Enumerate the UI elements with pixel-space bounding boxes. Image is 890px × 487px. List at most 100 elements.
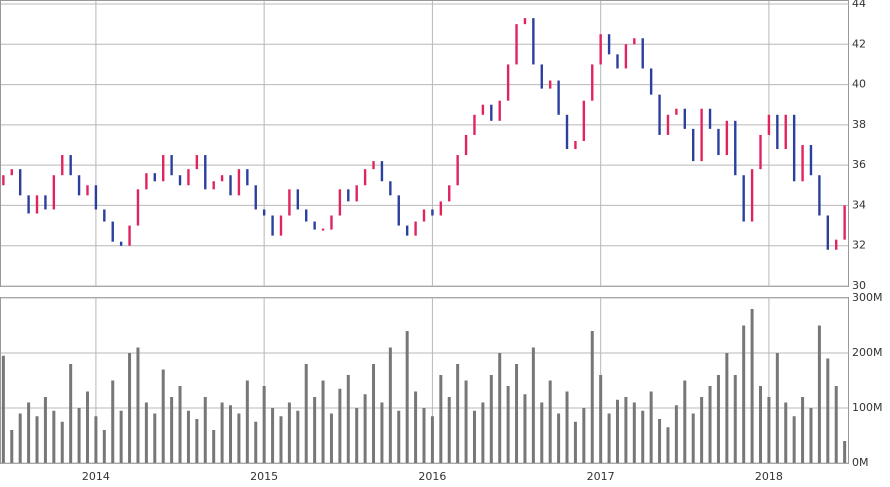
volume-bar <box>10 430 14 463</box>
volume-bar <box>388 347 392 463</box>
volume-bar <box>195 419 199 463</box>
y2-tick-label: 300M <box>852 291 883 304</box>
volume-bar <box>279 416 283 463</box>
price-bar <box>305 209 308 222</box>
price-bar <box>35 195 39 214</box>
price-bar <box>818 175 821 216</box>
price-bar <box>94 185 98 210</box>
volume-bar <box>666 427 670 463</box>
price-bar <box>490 104 493 121</box>
price-bar <box>313 221 316 230</box>
price-panel <box>0 0 849 287</box>
volume-bar <box>237 413 241 463</box>
volume-bar <box>615 399 619 463</box>
price-bar <box>153 173 156 182</box>
price-bar <box>363 169 367 186</box>
volume-bar <box>128 353 132 463</box>
price-bar <box>498 100 501 121</box>
price-bar <box>759 134 762 170</box>
volume-bar <box>447 397 451 463</box>
price-bar <box>229 175 232 196</box>
volume-bar <box>632 402 636 463</box>
price-bar <box>692 128 695 162</box>
price-bar <box>77 175 81 196</box>
y-tick-label: 34 <box>852 198 866 211</box>
y-tick-label: 38 <box>852 118 866 131</box>
volume-bar <box>456 364 460 463</box>
price-bar <box>10 169 13 176</box>
price-bar <box>220 175 224 182</box>
price-bar <box>641 38 644 69</box>
price-bar <box>136 189 140 226</box>
price-bar <box>288 189 291 216</box>
volume-bar <box>590 331 594 463</box>
volume-bar <box>674 405 678 463</box>
price-bar <box>565 114 569 150</box>
y-tick-label: 36 <box>852 158 866 171</box>
volume-bar <box>481 402 485 463</box>
volume-bar <box>346 375 350 463</box>
volume-bar <box>372 364 376 463</box>
volume-bar <box>834 386 838 463</box>
volume-bar <box>338 388 342 463</box>
volume-bar <box>548 380 552 463</box>
price-bar <box>591 64 594 101</box>
price-bar <box>61 155 64 176</box>
volume-bar <box>691 413 695 463</box>
volume-bar <box>515 364 519 463</box>
price-bar <box>330 215 333 230</box>
y-tick-label: 44 <box>852 0 866 10</box>
price-bar <box>708 108 712 129</box>
price-bar <box>574 140 577 150</box>
volume-bar <box>102 430 106 463</box>
volume-bar <box>52 410 56 463</box>
volume-bar <box>708 386 712 463</box>
volume-bar <box>296 410 300 463</box>
price-bar <box>2 175 5 186</box>
volume-bar <box>565 391 569 463</box>
volume-bar <box>1 355 5 463</box>
price-bar <box>347 189 350 202</box>
price-bar <box>271 215 274 236</box>
y-tick-label: 40 <box>852 78 866 91</box>
price-bar <box>464 134 468 156</box>
volume-bar <box>767 397 771 463</box>
volume-bar <box>759 386 763 463</box>
price-bar <box>515 24 518 65</box>
volume-bar <box>161 369 165 463</box>
volume-bar <box>540 402 544 463</box>
price-bar <box>734 120 737 176</box>
price-bar <box>532 18 535 65</box>
price-bar <box>338 189 342 216</box>
price-bar <box>279 215 283 236</box>
volume-bar <box>203 397 207 463</box>
x-tick-label: 2017 <box>587 470 615 483</box>
volume-bar <box>363 394 367 463</box>
x-tick-label: 2018 <box>755 470 783 483</box>
price-bar <box>372 161 375 170</box>
price-bar <box>355 185 358 202</box>
price-bar <box>448 185 451 202</box>
volume-bar <box>178 386 182 463</box>
volume-bar <box>119 410 123 463</box>
price-bar <box>170 155 173 176</box>
price-bar <box>246 169 249 186</box>
price-bar <box>212 181 215 190</box>
volume-bar <box>304 364 308 463</box>
y2-tick-label: 100M <box>852 401 883 414</box>
price-bar <box>119 241 123 246</box>
volume-bar <box>716 375 720 463</box>
volume-bar <box>329 413 333 463</box>
volume-bar <box>380 402 384 463</box>
y2-tick-label: 200M <box>852 346 883 359</box>
price-bar <box>776 114 779 150</box>
price-bar <box>128 225 131 246</box>
price-bar <box>178 175 182 186</box>
price-bar <box>792 114 796 182</box>
volume-bar <box>784 402 788 463</box>
price-bar <box>439 201 443 216</box>
volume-bar <box>750 309 754 463</box>
price-bar <box>145 173 148 190</box>
volume-bar <box>313 397 317 463</box>
volume-bar <box>472 410 476 463</box>
